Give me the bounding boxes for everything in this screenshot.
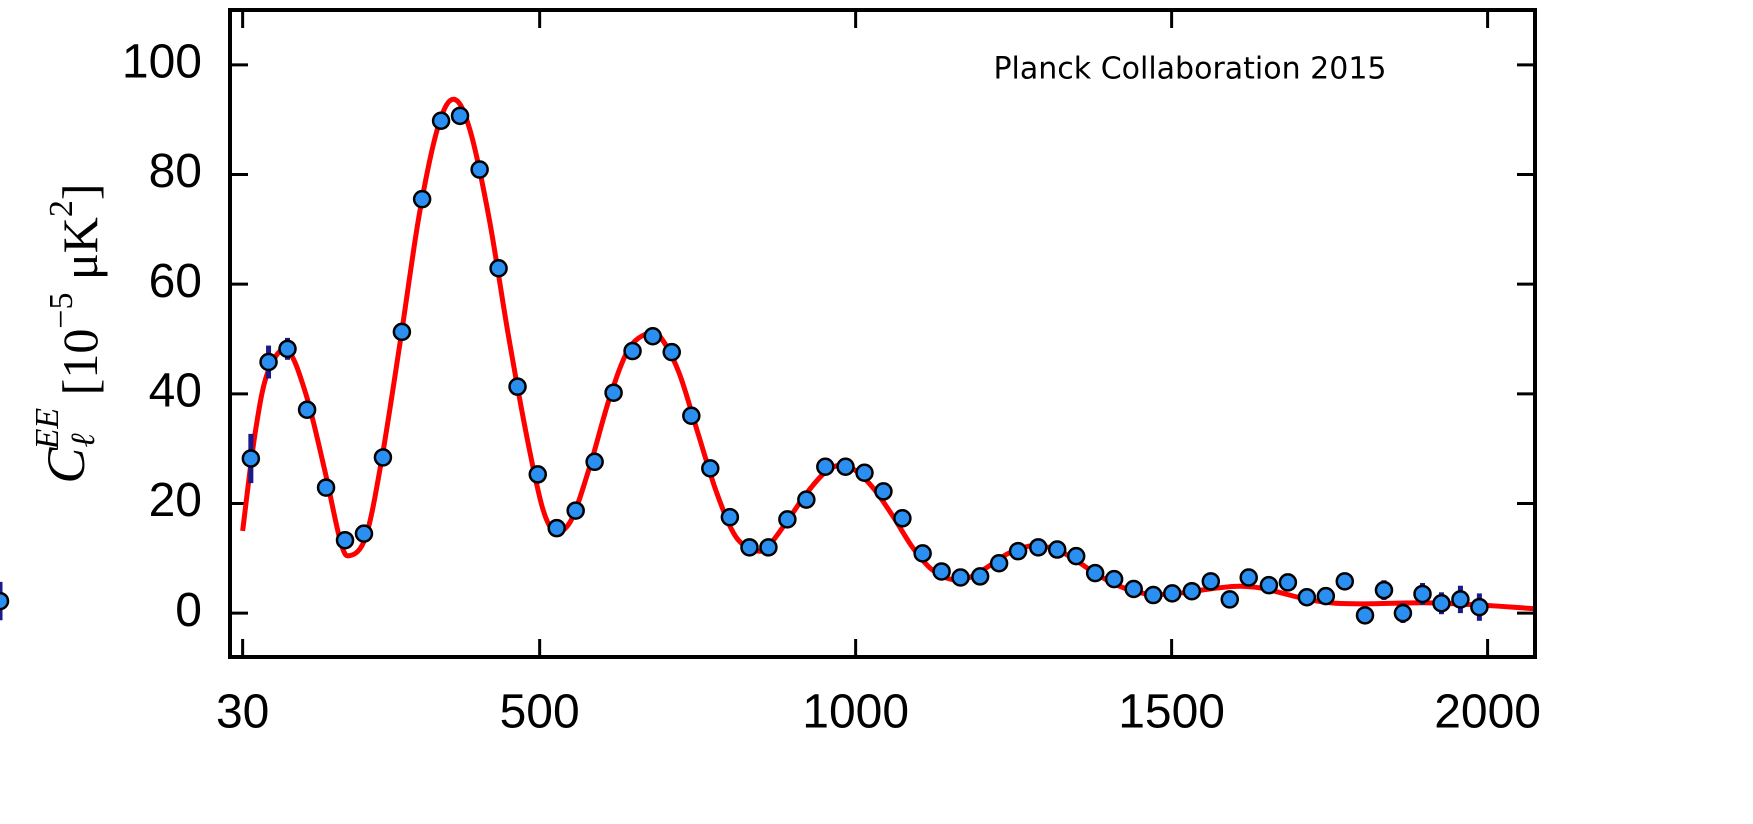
data-point xyxy=(970,567,990,586)
data-point xyxy=(797,490,816,509)
y-axis-label-part: 2 xyxy=(43,200,80,217)
data-point xyxy=(623,341,642,361)
data-point xyxy=(1029,538,1048,557)
x-tick-label: 1500 xyxy=(1118,686,1225,739)
data-point xyxy=(373,448,393,467)
model-line xyxy=(240,96,1535,612)
y-tick-label: 40 xyxy=(149,364,202,417)
data-point xyxy=(431,111,451,131)
data-point xyxy=(1470,597,1489,617)
annotation: Planck Collaboration 2015 xyxy=(993,52,1386,87)
data-point xyxy=(720,507,740,527)
x-tick-label: 500 xyxy=(500,686,580,739)
data-point xyxy=(1335,572,1355,591)
data-point xyxy=(1201,572,1221,591)
data-point xyxy=(874,482,893,501)
data-point xyxy=(392,322,412,342)
data-point xyxy=(989,553,1009,573)
data-point xyxy=(335,530,355,550)
data-point xyxy=(778,510,797,529)
y-tick-label: 0 xyxy=(175,584,202,637)
data-point xyxy=(1374,580,1394,600)
y-axis-label-part: −5 xyxy=(43,292,80,328)
data-point xyxy=(1124,579,1143,599)
data-point xyxy=(1085,563,1105,583)
y-axis-label-part: EE xyxy=(29,408,66,451)
data-point xyxy=(278,339,297,359)
y-axis-label-part: μK xyxy=(52,217,108,292)
data-point xyxy=(855,463,874,483)
data-point xyxy=(412,189,432,209)
y-axis-label-part: ℓ xyxy=(65,433,102,447)
data-point xyxy=(0,591,10,611)
y-tick-label: 20 xyxy=(149,474,202,527)
data-point xyxy=(470,160,489,179)
data-point xyxy=(450,106,470,126)
data-point xyxy=(1144,585,1163,605)
data-point xyxy=(585,452,604,472)
data-point xyxy=(1182,581,1202,601)
data-point xyxy=(1413,584,1432,604)
data-point xyxy=(740,538,759,557)
data-point xyxy=(1316,586,1336,606)
data-point xyxy=(259,352,278,372)
data-point xyxy=(354,524,374,543)
data-point xyxy=(566,501,585,520)
y-tick-label: 80 xyxy=(149,145,202,198)
data-point xyxy=(1355,606,1375,625)
data-point xyxy=(1008,541,1028,561)
data-point xyxy=(547,518,566,538)
data-point xyxy=(1104,569,1124,589)
y-axis-label: CℓEE [10−5 μK2] xyxy=(29,183,109,483)
data-point xyxy=(913,544,932,563)
data-point xyxy=(836,457,855,476)
y-axis-label-part: C xyxy=(36,447,96,484)
data-point xyxy=(1451,590,1470,609)
data-point xyxy=(701,459,720,478)
x-tick-label: 1000 xyxy=(802,686,909,739)
data-point xyxy=(893,509,912,528)
x-tick-label: 2000 xyxy=(1434,686,1541,739)
data-point xyxy=(951,568,970,587)
data-point xyxy=(1066,546,1086,566)
data-point xyxy=(316,478,336,497)
data-point xyxy=(1278,573,1298,592)
data-point xyxy=(489,259,508,278)
data-point xyxy=(759,538,778,557)
data-point xyxy=(1259,575,1279,595)
data-point xyxy=(1220,590,1240,609)
data-point xyxy=(932,562,951,581)
data-point xyxy=(528,465,548,484)
data-point xyxy=(297,400,317,419)
y-tick-label: 60 xyxy=(149,255,202,308)
x-tick-label: 30 xyxy=(216,686,269,739)
data-point xyxy=(816,457,835,476)
data-point xyxy=(1432,594,1451,613)
y-tick-label: 100 xyxy=(122,36,202,89)
y-axis-label-part: [10 xyxy=(52,329,108,408)
data-point xyxy=(604,383,623,402)
data-point xyxy=(643,326,663,346)
data-point xyxy=(1297,587,1317,607)
plot-frame xyxy=(228,8,1537,659)
data-point xyxy=(508,377,527,396)
data-point xyxy=(241,449,261,468)
data-point xyxy=(1393,603,1413,623)
data-point xyxy=(1239,568,1258,587)
data-point xyxy=(682,406,701,425)
data-point xyxy=(1163,584,1182,603)
y-axis-label-part: ] xyxy=(52,183,108,200)
data-point xyxy=(1047,540,1067,559)
data-point xyxy=(662,342,681,362)
